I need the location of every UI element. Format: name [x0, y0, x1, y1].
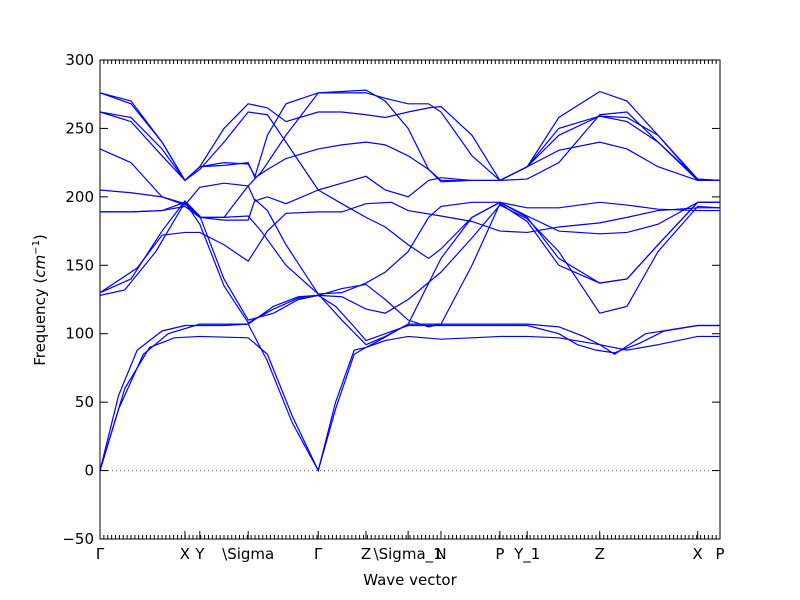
band-line-5 — [99, 200, 721, 321]
y-tick-label: 0 — [84, 462, 94, 480]
y-tick-label: 200 — [65, 188, 94, 206]
band-line-2 — [99, 335, 720, 473]
y-axis: −50 0 50 100 150 200 250 300 — [62, 51, 720, 548]
y-axis-label: Frequency (cm−1) — [31, 234, 49, 366]
y-tick-label: 50 — [75, 393, 94, 411]
y-tick-label: −50 — [62, 530, 94, 548]
band-line-6 — [99, 201, 720, 294]
y-axis-label-unit: cm — [31, 255, 49, 278]
y-tick-label: 100 — [65, 325, 94, 343]
x-axis-label: Wave vector — [363, 571, 457, 589]
x-tick-label: Y — [194, 545, 205, 563]
plot-frame — [99, 59, 721, 540]
x-tick-label: X — [180, 545, 190, 563]
y-axis-label-text: Frequency ( — [31, 278, 49, 366]
x-tick-label: P — [715, 545, 724, 563]
x-tick-label: X — [693, 545, 703, 563]
band-line-1 — [99, 294, 720, 471]
y-tick-label: 300 — [65, 51, 94, 69]
x-axis: Γ X Y \Sigma Γ Z \Sigma_1N P Y_1 Z X P — [96, 59, 725, 564]
y-tick-label: 150 — [65, 256, 94, 274]
x-tick-label: P — [495, 545, 504, 563]
x-tick-label: \Sigma — [222, 545, 274, 563]
x-tick-label: Z — [595, 545, 605, 563]
band-line-10 — [99, 111, 720, 183]
y-tick-label: 250 — [65, 119, 94, 137]
band-line-14 — [100, 92, 721, 218]
x-tick-label: Y_1 — [513, 545, 540, 564]
band-line-4 — [99, 201, 720, 328]
y-axis-label-exp: −1 — [31, 240, 42, 255]
x-tick-label: Γ — [96, 545, 105, 563]
y-axis-label-close: ) — [31, 234, 49, 240]
x-tick-label: Z — [361, 545, 371, 563]
x-tick-label: N — [435, 545, 446, 563]
band-lines — [99, 89, 721, 473]
band-line-11 — [99, 111, 720, 198]
x-tick-label: \Sigma_1 — [374, 545, 443, 564]
x-tick-label: Γ — [314, 545, 323, 563]
band-line-3 — [99, 323, 720, 473]
band-line-9 — [99, 148, 720, 260]
band-line-7 — [100, 201, 720, 346]
band-line-12 — [99, 92, 720, 182]
